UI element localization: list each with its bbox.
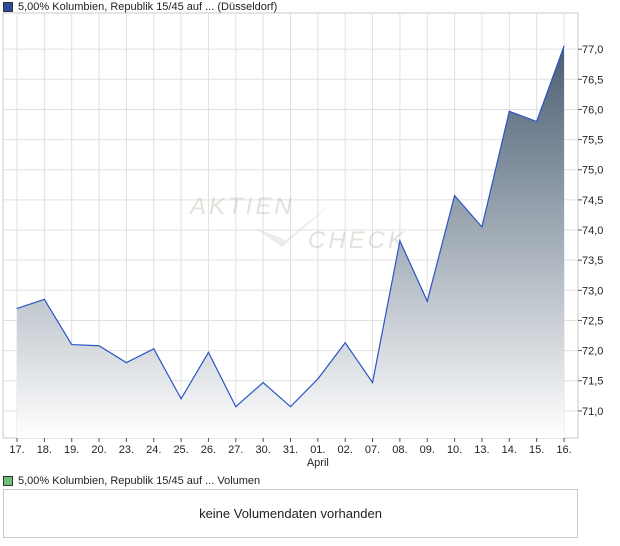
x-tick-label: 08.: [392, 444, 407, 456]
x-tick-label: 15.: [529, 444, 544, 456]
x-tick-label: 07.: [365, 444, 380, 456]
y-axis: 71,0 71,5 72,0 72,5 73,0 73,5 74,0 74,5 75,0 75,5…: [578, 44, 603, 418]
y-tick-label: 77,0: [582, 44, 603, 56]
x-tick-label: 24.: [146, 444, 161, 456]
y-tick-label: 76,0: [582, 104, 603, 116]
data-point: [371, 381, 374, 384]
y-tick-label: 75,5: [582, 135, 603, 147]
x-tick-label: 10.: [447, 444, 462, 456]
y-tick-label: 74,5: [582, 195, 603, 207]
data-point: [536, 120, 538, 123]
x-tick-label: 17.: [9, 444, 24, 456]
x-tick-label: 14.: [502, 444, 517, 456]
x-tick-label: 20.: [91, 444, 106, 456]
volume-legend-label: 5,00% Kolumbien, Republik 15/45 auf ... …: [18, 475, 261, 487]
price-legend-label: 5,00% Kolumbien, Republik 15/45 auf ... …: [18, 1, 278, 13]
y-tick-label: 71,0: [582, 406, 603, 418]
x-tick-label: 13.: [474, 444, 489, 456]
data-point: [426, 300, 428, 302]
data-point: [125, 362, 127, 364]
x-tick-label: 31.: [283, 444, 298, 456]
x-tick-label: 26.: [201, 444, 216, 456]
x-tick-label: 18.: [37, 444, 52, 456]
x-tick-label: 23.: [119, 444, 134, 456]
x-tick-label: 02.: [338, 444, 353, 456]
y-tick-label: 73,0: [582, 285, 603, 297]
y-tick-label: 74,0: [582, 225, 603, 237]
price-legend-swatch: [3, 2, 13, 12]
y-tick-label: 72,5: [582, 315, 603, 327]
watermark-logo: AKTIEN CHECK: [188, 193, 407, 254]
data-point: [180, 398, 182, 400]
x-tick-label: 19.: [64, 444, 79, 456]
x-tick-label: 30.: [256, 444, 271, 456]
series-layer: [16, 45, 565, 438]
y-tick-label: 76,5: [582, 74, 603, 86]
y-tick-label: 75,0: [582, 165, 603, 177]
price-legend: 5,00% Kolumbien, Republik 15/45 auf ... …: [3, 0, 277, 14]
data-point: [344, 342, 346, 344]
data-point: [71, 343, 73, 346]
x-tick-label: 25.: [173, 444, 188, 456]
data-point: [153, 348, 155, 350]
data-point: [563, 45, 565, 47]
data-point: [235, 406, 237, 408]
x-axis: 17. 18. 19. 20. 23. 24. 25. 26. 27. 30. 31. 01.Apri…: [9, 438, 572, 469]
data-point: [16, 307, 18, 309]
data-point: [317, 378, 319, 380]
y-tick-label: 71,5: [582, 376, 603, 388]
data-point: [508, 110, 510, 112]
data-point: [262, 381, 264, 384]
volume-legend: 5,00% Kolumbien, Republik 15/45 auf ... …: [3, 474, 260, 488]
data-point: [399, 240, 401, 242]
x-tick-label: 09.: [420, 444, 435, 456]
data-point: [207, 351, 210, 353]
area-fill: [17, 46, 564, 438]
watermark-line1: AKTIEN: [188, 193, 295, 220]
data-point: [43, 298, 45, 300]
x-tick-label: 01.: [310, 444, 325, 456]
volume-empty-message: keine Volumendaten vorhanden: [199, 506, 382, 521]
watermark-line2: CHECK: [308, 227, 407, 254]
data-point: [98, 345, 100, 347]
x-tick-label: 16.: [556, 444, 571, 456]
volume-legend-swatch: [3, 476, 13, 486]
x-tick-label: 27.: [228, 444, 243, 456]
data-point: [289, 406, 292, 408]
y-tick-label: 72,0: [582, 346, 603, 358]
y-tick-label: 73,5: [582, 255, 603, 267]
volume-panel: keine Volumendaten vorhanden: [3, 489, 578, 538]
x-month-label: April: [307, 457, 329, 469]
data-point: [481, 226, 483, 228]
data-point: [454, 195, 456, 197]
price-chart: AKTIEN CHECK 71,0 71,5 72,0 72,5 73,0 73,5 74,…: [2, 12, 603, 469]
